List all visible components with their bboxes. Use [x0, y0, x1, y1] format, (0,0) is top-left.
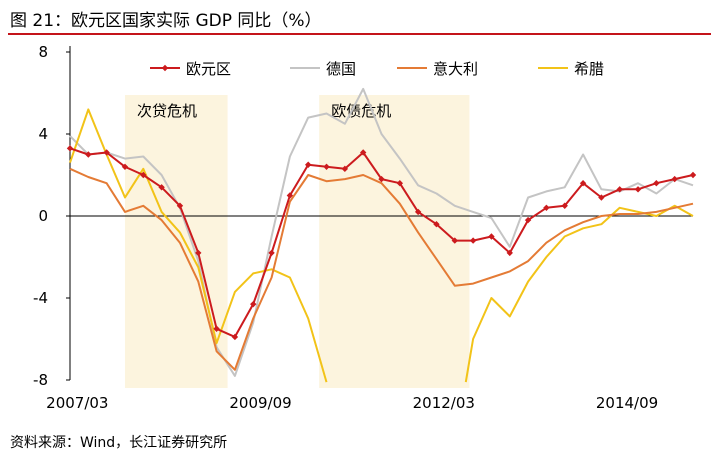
data-point	[286, 192, 294, 199]
data-point	[634, 186, 642, 193]
x-tick-label: 2009/09	[229, 394, 291, 412]
source-note: 资料来源：Wind，长江证券研究所	[10, 435, 228, 451]
data-point	[323, 163, 330, 170]
x-tick-label: 2007/03	[46, 394, 108, 412]
legend-label-2: 意大利	[433, 60, 478, 78]
data-point	[616, 186, 623, 193]
legend-label-1: 德国	[326, 60, 356, 78]
data-point	[653, 180, 660, 187]
gdp-line-chart: 次贷危机 欧债危机 -8 -4 0 4 8 2007/03 2009/09 2012/03 201…	[33, 43, 697, 412]
data-point	[158, 184, 165, 191]
legend-label-3: 希腊	[574, 60, 604, 78]
data-point	[414, 208, 422, 216]
data-point	[195, 249, 202, 257]
y-tick-label: 4	[38, 125, 48, 143]
data-point	[140, 171, 147, 179]
data-point	[469, 237, 477, 244]
y-tick-label: -8	[33, 371, 48, 389]
data-point	[103, 149, 110, 156]
y-tick-label: -4	[33, 289, 48, 307]
title-underline	[8, 33, 711, 35]
data-point	[524, 216, 532, 224]
data-point	[579, 180, 587, 187]
data-point	[689, 171, 697, 179]
data-point	[598, 194, 605, 201]
data-point	[213, 325, 220, 332]
shaded-bands: 次贷危机 欧债危机	[124, 95, 470, 388]
data-point	[268, 249, 275, 257]
data-point	[543, 204, 550, 211]
legend-label-0: 欧元区	[186, 60, 231, 78]
x-tick-label: 2012/03	[413, 394, 475, 412]
series-line-3	[69, 108, 694, 383]
series-line-1	[69, 87, 694, 377]
legend-marker-0	[161, 64, 169, 72]
band-label-0: 次贷危机	[137, 102, 197, 120]
y-tick-label: 0	[38, 207, 48, 225]
data-point	[250, 300, 257, 308]
data-point	[488, 233, 495, 240]
legend: 欧元区 德国 意大利 希腊	[150, 60, 604, 78]
data-point	[506, 249, 513, 257]
data-point	[671, 175, 678, 183]
data-point	[359, 149, 367, 156]
data-point	[451, 237, 458, 244]
axes: -8 -4 0 4 8 2007/03 2009/09 2012/03 2014/09	[33, 43, 693, 412]
band-label-1: 欧债危机	[331, 102, 391, 120]
data-point	[396, 180, 404, 187]
data-point	[561, 202, 568, 209]
data-point	[341, 165, 349, 173]
data-point	[85, 151, 92, 158]
band-0	[124, 95, 228, 388]
data-point	[121, 163, 129, 170]
data-point	[231, 333, 239, 341]
y-tick-label: 8	[38, 43, 48, 61]
data-point	[66, 145, 74, 152]
data-point	[433, 221, 440, 228]
data-point	[305, 161, 312, 168]
chart-title: 图 21：欧元区国家实际 GDP 同比（%）	[10, 11, 322, 31]
band-1	[319, 95, 470, 388]
series-line-2	[69, 167, 694, 371]
series-lines	[66, 87, 697, 383]
data-point	[176, 202, 184, 209]
x-tick-label: 2014/09	[596, 394, 658, 412]
data-point	[378, 175, 385, 183]
